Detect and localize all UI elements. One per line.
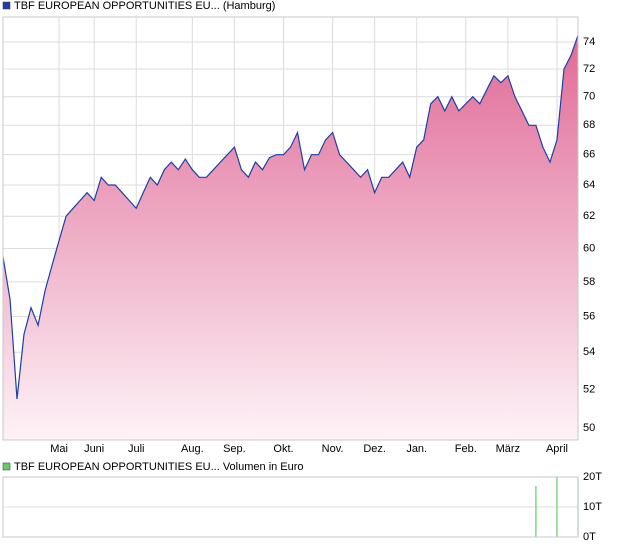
x-tick-label: Mai (50, 443, 68, 455)
line (2, 35, 579, 400)
x-tick-label: Aug. (181, 443, 204, 455)
x-tick-label: Jan. (406, 443, 427, 455)
y-tick-label: 58 (583, 276, 595, 288)
y-tick-label: 74 (583, 36, 595, 48)
y-tick-label: 50 (583, 422, 595, 434)
plot-border (2, 16, 579, 441)
plot-border (2, 476, 579, 538)
y-tick-label: 20T (583, 471, 602, 483)
x-tick-label: April (546, 443, 568, 455)
legend-label: TBF EUROPEAN OPPORTUNITIES EU... Volumen… (14, 461, 304, 473)
legend-swatch (2, 1, 11, 10)
y-tick-label: 62 (583, 210, 595, 222)
legend-label: TBF EUROPEAN OPPORTUNITIES EU... (Hambur… (14, 0, 275, 12)
x-tick-label: Juli (128, 443, 145, 455)
y-tick-label: 52 (583, 383, 595, 395)
y-tick-label: 60 (583, 242, 595, 254)
x-tick-label: Juni (84, 443, 104, 455)
y-tick-label: 70 (583, 91, 595, 103)
y-tick-label: 72 (583, 63, 595, 75)
y-tick-label: 66 (583, 149, 595, 161)
x-tick-label: Okt. (273, 443, 293, 455)
y-tick-label: 54 (583, 346, 595, 358)
x-tick-label: Dez. (363, 443, 386, 455)
y-tick-label: 10T (583, 501, 602, 513)
x-tick-label: Sep. (223, 443, 246, 455)
x-tick-label: Feb. (455, 443, 477, 455)
x-tick-label: Nov. (322, 443, 344, 455)
y-tick-label: 68 (583, 119, 595, 131)
x-tick-label: März (496, 443, 520, 455)
y-tick-label: 64 (583, 179, 595, 191)
y-tick-label: 56 (583, 310, 595, 322)
legend-swatch (2, 462, 11, 471)
y-tick-label: 0T (583, 531, 596, 543)
area (3, 35, 578, 441)
